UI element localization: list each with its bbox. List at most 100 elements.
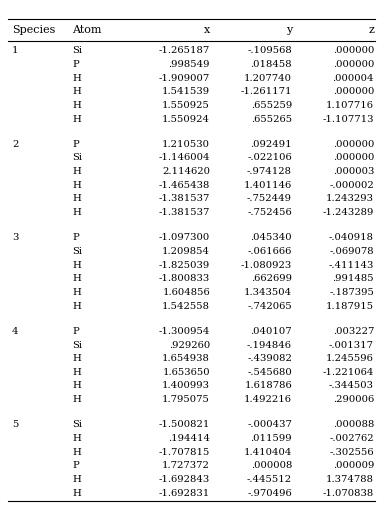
- Text: -.752456: -.752456: [247, 208, 292, 217]
- Text: -.974128: -.974128: [247, 167, 292, 176]
- Text: -.742065: -.742065: [247, 301, 292, 310]
- Text: .000088: .000088: [332, 419, 374, 429]
- Text: -.001317: -.001317: [329, 340, 374, 349]
- Text: .998549: .998549: [169, 60, 210, 69]
- Text: .040107: .040107: [250, 326, 292, 335]
- Text: 1.542558: 1.542558: [162, 301, 210, 310]
- Text: -1.265187: -1.265187: [159, 46, 210, 55]
- Text: -.000437: -.000437: [247, 419, 292, 429]
- Text: -.545680: -.545680: [247, 367, 292, 376]
- Text: H: H: [72, 167, 81, 176]
- Text: 1.243293: 1.243293: [326, 194, 374, 203]
- Text: -.439082: -.439082: [247, 353, 292, 362]
- Text: Si: Si: [72, 340, 82, 349]
- Text: 5: 5: [12, 419, 18, 429]
- Text: -1.825039: -1.825039: [159, 260, 210, 269]
- Text: -1.097300: -1.097300: [159, 233, 210, 242]
- Text: -1.107713: -1.107713: [322, 115, 374, 123]
- Text: 1.401146: 1.401146: [244, 181, 292, 189]
- Text: -.344503: -.344503: [329, 381, 374, 390]
- Text: 1.210530: 1.210530: [162, 139, 210, 149]
- Text: -1.909007: -1.909007: [159, 73, 210, 82]
- Text: H: H: [72, 288, 81, 296]
- Text: .000008: .000008: [250, 461, 292, 469]
- Text: 3: 3: [12, 233, 18, 242]
- Text: -1.381537: -1.381537: [159, 208, 210, 217]
- Text: 1.107716: 1.107716: [326, 101, 374, 110]
- Text: 1.187915: 1.187915: [326, 301, 374, 310]
- Text: -.022106: -.022106: [247, 153, 292, 162]
- Text: -.194846: -.194846: [247, 340, 292, 349]
- Text: P: P: [72, 139, 79, 149]
- Text: .662699: .662699: [251, 274, 292, 283]
- Text: H: H: [72, 73, 81, 82]
- Text: 1.209854: 1.209854: [162, 246, 210, 256]
- Text: -.109568: -.109568: [247, 46, 292, 55]
- Text: H: H: [72, 194, 81, 203]
- Text: -1.261171: -1.261171: [241, 87, 292, 96]
- Text: 1.654938: 1.654938: [162, 353, 210, 362]
- Text: P: P: [72, 233, 79, 242]
- Text: .000000: .000000: [332, 46, 374, 55]
- Text: -1.300954: -1.300954: [159, 326, 210, 335]
- Text: 1.653650: 1.653650: [162, 367, 210, 376]
- Text: .011599: .011599: [250, 433, 292, 442]
- Text: 1: 1: [12, 46, 18, 55]
- Text: .290006: .290006: [333, 394, 374, 403]
- Text: .000003: .000003: [332, 167, 374, 176]
- Text: P: P: [72, 461, 79, 469]
- Text: -.752449: -.752449: [247, 194, 292, 203]
- Text: H: H: [72, 353, 81, 362]
- Text: H: H: [72, 474, 81, 483]
- Text: H: H: [72, 208, 81, 217]
- Text: .000004: .000004: [332, 73, 374, 82]
- Text: P: P: [72, 326, 79, 335]
- Text: z: z: [368, 25, 374, 35]
- Text: -.970496: -.970496: [247, 488, 292, 497]
- Text: .003227: .003227: [332, 326, 374, 335]
- Text: 4: 4: [12, 326, 18, 335]
- Text: .000000: .000000: [332, 87, 374, 96]
- Text: H: H: [72, 381, 81, 390]
- Text: 2.114620: 2.114620: [162, 167, 210, 176]
- Text: .018458: .018458: [250, 60, 292, 69]
- Text: -1.381537: -1.381537: [159, 194, 210, 203]
- Text: H: H: [72, 433, 81, 442]
- Text: .655265: .655265: [251, 115, 292, 123]
- Text: Atom: Atom: [72, 25, 101, 35]
- Text: .092491: .092491: [250, 139, 292, 149]
- Text: 1.343504: 1.343504: [244, 288, 292, 296]
- Text: H: H: [72, 447, 81, 456]
- Text: .045340: .045340: [250, 233, 292, 242]
- Text: 1.618786: 1.618786: [244, 381, 292, 390]
- Text: -1.070838: -1.070838: [323, 488, 374, 497]
- Text: 1.541539: 1.541539: [162, 87, 210, 96]
- Text: H: H: [72, 87, 81, 96]
- Text: Species: Species: [12, 25, 56, 35]
- Text: 1.410404: 1.410404: [244, 447, 292, 456]
- Text: -1.465438: -1.465438: [159, 181, 210, 189]
- Text: H: H: [72, 488, 81, 497]
- Text: H: H: [72, 115, 81, 123]
- Text: P: P: [72, 60, 79, 69]
- Text: -.445512: -.445512: [247, 474, 292, 483]
- Text: .000000: .000000: [332, 139, 374, 149]
- Text: 1.795075: 1.795075: [162, 394, 210, 403]
- Text: -.000002: -.000002: [329, 181, 374, 189]
- Text: -.411143: -.411143: [329, 260, 374, 269]
- Text: .929260: .929260: [169, 340, 210, 349]
- Text: 1.550924: 1.550924: [162, 115, 210, 123]
- Text: -1.243289: -1.243289: [322, 208, 374, 217]
- Text: 1.727372: 1.727372: [162, 461, 210, 469]
- Text: -1.692831: -1.692831: [159, 488, 210, 497]
- Text: -1.221064: -1.221064: [322, 367, 374, 376]
- Text: 1.550925: 1.550925: [162, 101, 210, 110]
- Text: -1.146004: -1.146004: [159, 153, 210, 162]
- Text: 1.400993: 1.400993: [162, 381, 210, 390]
- Text: -.069078: -.069078: [329, 246, 374, 256]
- Text: 2: 2: [12, 139, 18, 149]
- Text: -1.800833: -1.800833: [159, 274, 210, 283]
- Text: Si: Si: [72, 246, 82, 256]
- Text: 1.374788: 1.374788: [326, 474, 374, 483]
- Text: .000000: .000000: [332, 153, 374, 162]
